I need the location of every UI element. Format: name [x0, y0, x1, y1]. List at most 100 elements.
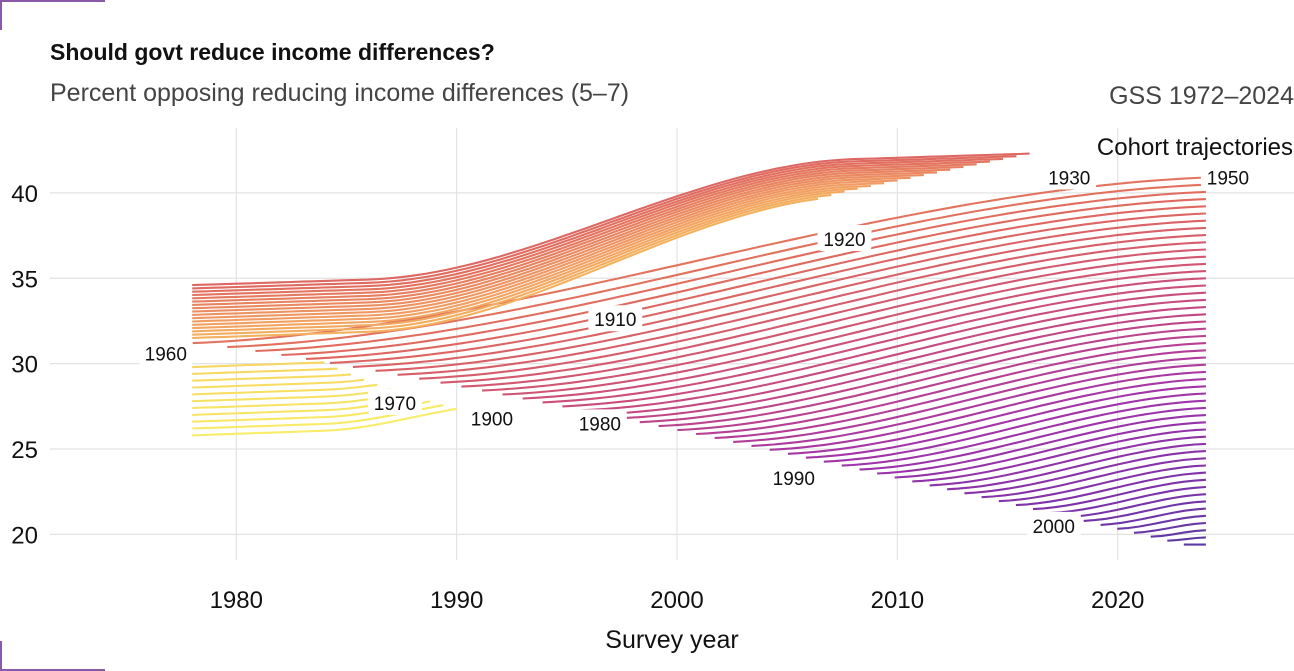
trajectory-line [192, 157, 1004, 293]
chart-subtitle: Percent opposing reducing income differe… [50, 79, 629, 107]
y-axis-ticks: 20 25 30 35 40 [11, 181, 38, 550]
cohort-label-1910: 1910 [588, 305, 643, 332]
chart-title: Should govt reduce income differences? [50, 39, 495, 65]
trajectory-line [192, 171, 938, 310]
cohort-label-1970: 1970 [367, 388, 422, 415]
x-tick-label: 2010 [871, 587, 924, 614]
trajectory-line [192, 176, 911, 316]
trajectory-line [461, 255, 1206, 388]
trajectory-line [1049, 485, 1206, 515]
trajectory-line [192, 155, 1017, 290]
trajectory-line [877, 414, 1206, 475]
trajectory-line [192, 190, 845, 333]
x-axis-ticks: 1980 1990 2000 2010 2020 [210, 587, 1145, 614]
trajectory-line [397, 234, 1206, 376]
trajectory-line [751, 363, 1206, 447]
trajectory-line [894, 421, 1206, 479]
trajectory-line [255, 190, 1206, 353]
trajectory-line [192, 165, 964, 303]
x-tick-label: 2020 [1091, 587, 1144, 614]
trajectory-line [733, 356, 1206, 443]
trajectory-line [912, 428, 1206, 483]
trajectory-line [192, 193, 832, 336]
cohort-label-1920: 1920 [817, 224, 872, 251]
chart-source: GSS 1972–2024 [1109, 82, 1294, 110]
trajectory-line [841, 399, 1206, 467]
trajectory-line [192, 182, 885, 323]
trajectory-line [192, 184, 871, 326]
cohort-trajectory-lines [192, 152, 1206, 546]
trajectory-line [1117, 514, 1206, 530]
trajectory-line [192, 187, 858, 330]
cohort-label-text: 1960 [145, 344, 187, 365]
cohort-label-text: 1990 [773, 469, 815, 490]
bottom-left-corner-mark [0, 641, 105, 671]
cohort-label-text: 1930 [1048, 169, 1090, 190]
cohort-label-text: 1980 [579, 414, 621, 435]
trajectory-line [192, 174, 924, 313]
trajectory-line [658, 327, 1206, 428]
y-tick-label: 40 [11, 181, 38, 208]
trajectory-line [192, 163, 977, 300]
trajectory-line [192, 160, 990, 297]
trajectory-line [1150, 529, 1206, 538]
trajectory-line [1032, 478, 1206, 511]
trajectory-line [192, 361, 325, 369]
trajectory-line [482, 262, 1206, 392]
trajectory-line [581, 298, 1206, 412]
trajectory-line [192, 373, 351, 382]
trajectory-line [1015, 471, 1206, 507]
cohort-label-2000: 2000 [1026, 511, 1081, 538]
trajectory-line [542, 284, 1206, 404]
legend-title: Cohort trajectories [1097, 134, 1293, 161]
trajectory-line [677, 334, 1206, 432]
cohort-label-text: 2000 [1033, 517, 1075, 538]
y-tick-label: 20 [11, 522, 38, 549]
trajectory-line [192, 388, 391, 403]
trajectory-line [639, 320, 1206, 424]
cohort-label-1980: 1980 [572, 409, 627, 436]
trajectory-line [1083, 500, 1206, 522]
cohort-label-1900: 1900 [464, 404, 519, 431]
cohort-label-1990: 1990 [766, 464, 821, 491]
trajectory-line [192, 179, 898, 320]
trajectory-line [696, 342, 1206, 436]
trajectory-line [823, 392, 1206, 463]
trajectory-line [419, 241, 1206, 380]
trajectory-line [1100, 507, 1206, 526]
trajectory-line [1167, 536, 1206, 542]
trajectory-line [562, 291, 1206, 408]
y-tick-label: 30 [11, 352, 38, 379]
trajectory-line [787, 378, 1206, 455]
trajectory-line [620, 313, 1206, 420]
x-tick-label: 2000 [650, 587, 703, 614]
trajectory-line [522, 277, 1206, 400]
trajectory-line [192, 176, 1206, 345]
y-tick-label: 25 [11, 437, 38, 464]
trajectory-line [281, 198, 1206, 357]
cohort-labels: 1960 1970 1900 1980 1910 1920 1990 2000 1930 1950 [138, 163, 1255, 538]
y-tick-label: 35 [11, 266, 38, 293]
trajectory-line [1133, 521, 1206, 534]
top-left-corner-mark [0, 0, 105, 30]
trajectory-line [859, 406, 1206, 471]
x-axis-label: Survey year [605, 626, 738, 654]
trajectory-line [929, 435, 1206, 487]
trajectory-line [192, 383, 378, 396]
trajectory-line [601, 306, 1206, 416]
cohort-label-text: 1970 [374, 394, 416, 415]
cohort-label-text: 1910 [594, 310, 636, 331]
trajectory-line [440, 248, 1206, 384]
trajectory-line [981, 457, 1206, 499]
trajectory-line [1066, 493, 1206, 519]
trajectory-line [192, 168, 951, 306]
trajectory-line [306, 205, 1206, 360]
trajectory-line [192, 152, 1030, 287]
trajectory-line [375, 226, 1206, 372]
trajectory-line [769, 370, 1206, 451]
trajectory-line [192, 407, 457, 437]
trajectory-line [329, 212, 1206, 364]
trajectory-line [964, 450, 1206, 495]
cohort-label-text: 1950 [1207, 169, 1249, 190]
trajectory-line [192, 378, 365, 389]
